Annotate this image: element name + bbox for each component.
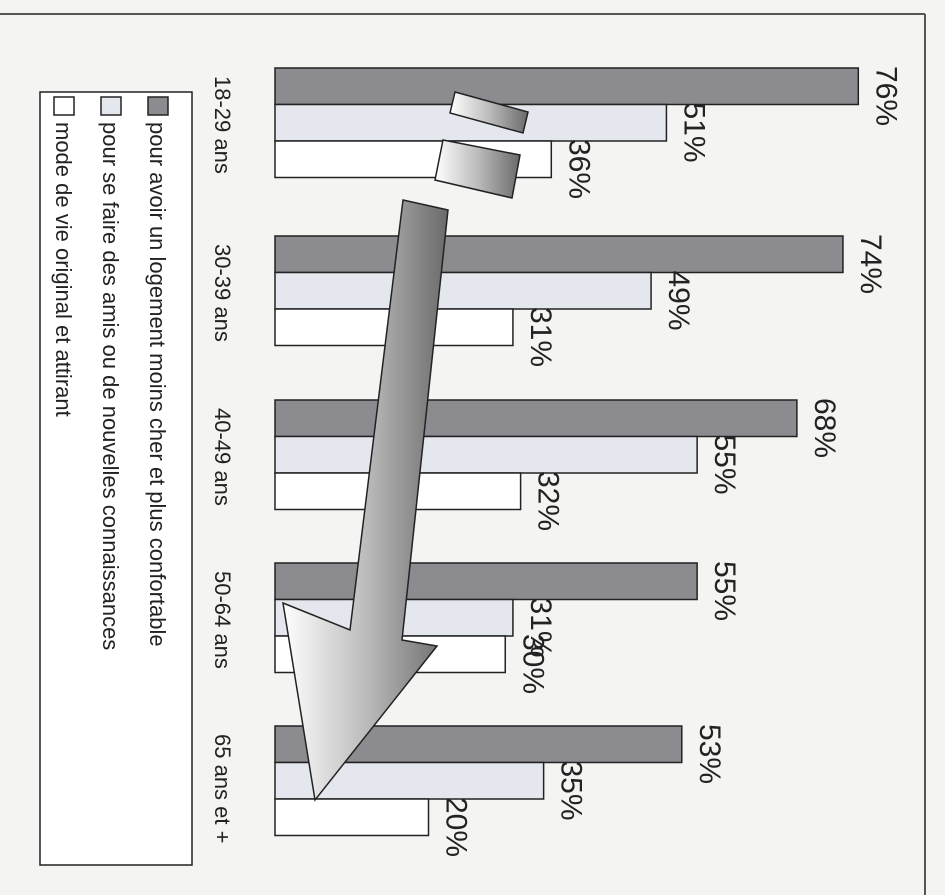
data-label: 55% [708,561,741,621]
category-label: 50-64 ans [210,571,235,669]
data-label: 31% [524,307,557,367]
legend-swatch [147,96,169,116]
category-label: 18-29 ans [210,76,235,174]
arrow [282,91,529,802]
category-label: 40-49 ans [210,408,235,506]
data-label: 30% [516,634,549,694]
legend-box [39,91,193,866]
bar [274,399,798,438]
bar [274,271,652,310]
legend-label: pour avoir un logement moins cher et plu… [145,122,170,647]
category-label: 30-39 ans [210,244,235,342]
legend-swatch [100,96,122,116]
data-label: 31% [524,598,557,658]
bar [274,235,844,274]
data-label: 49% [662,271,695,331]
data-label: 53% [693,724,726,784]
bar [274,798,430,837]
category-label: 65 ans et + [210,734,235,843]
legend-label: pour se faire des amis ou de nouvelles c… [98,122,123,650]
data-label: 20% [440,797,473,857]
data-label: 32% [532,471,565,531]
bar [274,562,698,601]
data-label: 55% [708,435,741,495]
data-label: 36% [562,139,595,199]
data-label: 76% [869,66,902,126]
data-label: 51% [677,103,710,163]
data-label: 35% [555,761,588,821]
legend-swatch [53,96,75,116]
data-label: 68% [808,398,841,458]
legend-label: mode de vie original et attirant [51,122,76,417]
bar [274,435,698,474]
data-label: 74% [854,234,887,294]
bar [274,67,860,106]
